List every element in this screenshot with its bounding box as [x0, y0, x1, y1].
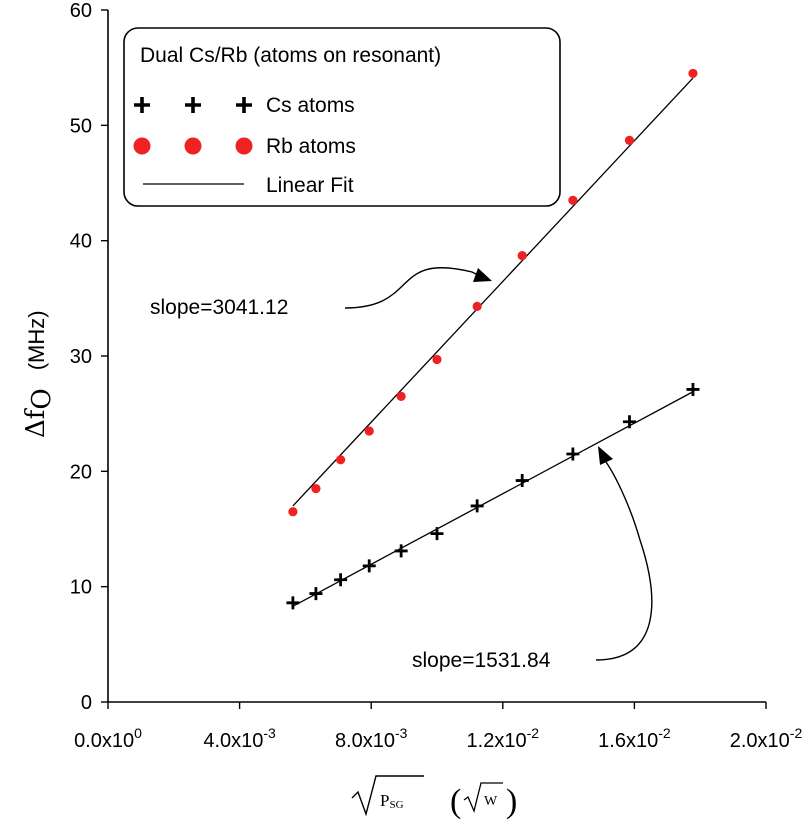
- x-tick-label-0: 0.0x100: [74, 725, 142, 752]
- point-rb-atoms-6: [472, 301, 482, 312]
- y-axis-label-text: ΔfO (MHz): [21, 310, 57, 438]
- y-axis-label-delta: Δf: [21, 407, 51, 438]
- x-tick-mantissa-2: 8.0x10: [335, 730, 395, 752]
- x-axis-label-open-paren: (: [450, 783, 461, 820]
- legend-box: [123, 27, 561, 207]
- annotation-rb-slope-text: slope=3041.12: [150, 296, 288, 319]
- point-cs-atoms-1: [309, 587, 323, 601]
- y-axis-label-sub: O: [27, 388, 57, 409]
- point-cs-atoms-0: [286, 596, 300, 610]
- point-rb-atoms-10: [688, 68, 698, 79]
- annotation-rb-arrowhead: [473, 268, 492, 282]
- legend-cs-marker-2: [185, 97, 201, 113]
- point-cs-atoms-9: [622, 415, 636, 429]
- y-tick-label-2: 20: [70, 461, 92, 483]
- point-cs-atoms-3: [362, 559, 376, 573]
- linear-fit-lines: [292, 77, 694, 607]
- x-axis-sqrt-symbol: [351, 775, 424, 817]
- x-tick-mantissa-5: 2.0x10: [730, 730, 790, 752]
- legend-rb-label: Rb atoms: [266, 135, 356, 158]
- point-rb-atoms-0: [288, 507, 298, 517]
- annotation-cs-slope: slope=1531.84: [412, 446, 653, 672]
- annotation-cs-slope-text: slope=1531.84: [412, 649, 551, 672]
- x-tick-label-5: 2.0x10-2: [730, 725, 803, 752]
- annotation-rb-arrow: [344, 267, 481, 309]
- legend-cs-markers: [134, 97, 252, 113]
- legend-cs-marker-1: [134, 97, 150, 113]
- x-tick-exp-4: -2: [658, 725, 671, 741]
- annotation-rb-slope: slope=3041.12: [150, 267, 492, 319]
- legend-rb-markers: [133, 137, 253, 155]
- x-tick-mantissa-3: 1.2x10: [467, 730, 527, 752]
- y-tick-label-0: 0: [81, 692, 92, 714]
- y-axis-label-unit: (MHz): [24, 310, 49, 370]
- x-axis-label: PSG ( W ): [351, 775, 517, 820]
- point-rb-atoms-7: [517, 251, 527, 261]
- legend-cs-label: Cs atoms: [266, 94, 355, 117]
- legend-rb-marker-2: [184, 137, 202, 155]
- point-rb-atoms-8: [568, 195, 578, 205]
- annotation-cs-arrowhead: [598, 446, 613, 465]
- x-tick-exp-0: 0: [134, 725, 142, 741]
- x-tick-exp-1: -3: [263, 725, 276, 741]
- point-rb-atoms-3: [364, 426, 374, 436]
- x-tick-label-4: 1.6x10-2: [598, 725, 671, 752]
- point-cs-atoms-5: [430, 527, 444, 541]
- y-axis-ticks: 0 10 20 30 40 50 60: [70, 0, 108, 714]
- legend-rb-marker-1: [133, 137, 151, 155]
- point-cs-atoms-6: [470, 499, 484, 513]
- legend-fit-label: Linear Fit: [266, 174, 354, 197]
- fit-line-rb-atoms: [292, 77, 694, 507]
- point-rb-atoms-1: [311, 484, 321, 494]
- point-cs-atoms-2: [334, 573, 348, 587]
- point-cs-atoms-7: [515, 474, 529, 488]
- x-tick-label-2: 8.0x10-3: [335, 725, 408, 752]
- point-cs-atoms-8: [566, 447, 580, 461]
- x-tick-label-3: 1.2x10-2: [467, 725, 540, 752]
- x-tick-mantissa-1: 4.0x10: [203, 730, 263, 752]
- x-axis-label-sg: SG: [389, 799, 403, 811]
- x-tick-mantissa-4: 1.6x10: [598, 730, 658, 752]
- x-axis-label-close-paren: ): [506, 783, 517, 820]
- fit-line-cs-atoms: [292, 391, 694, 607]
- x-axis-unit-sqrt-symbol: [463, 782, 503, 814]
- annotation-cs-arrow: [595, 461, 653, 661]
- x-axis-label-p: P: [380, 791, 389, 810]
- x-axis-ticks: 0.0x100 4.0x10-3 8.0x10-3 1.2x10-2 1.6x10-2 2…: [74, 702, 802, 752]
- point-rb-atoms-9: [624, 135, 635, 145]
- x-axis-label-radicand: PSG: [380, 791, 404, 811]
- legend-rb-marker-3: [235, 137, 253, 155]
- y-axis-label: ΔfO (MHz): [21, 310, 57, 438]
- y-tick-label-4: 40: [70, 231, 92, 253]
- x-tick-mantissa-0: 0.0x10: [74, 730, 134, 752]
- data-points: [286, 68, 700, 610]
- legend-title: Dual Cs/Rb (atoms on resonant): [140, 44, 441, 67]
- y-tick-label-1: 10: [70, 577, 92, 599]
- point-cs-atoms-10: [686, 382, 700, 396]
- x-tick-exp-5: -2: [790, 725, 803, 741]
- y-tick-label-6: 60: [70, 0, 92, 22]
- point-cs-atoms-4: [394, 544, 408, 558]
- x-tick-label-1: 4.0x10-3: [203, 725, 276, 752]
- x-tick-exp-2: -3: [395, 725, 408, 741]
- x-axis-label-unit: W: [484, 794, 498, 809]
- y-tick-label-5: 50: [70, 115, 92, 137]
- legend-cs-marker-3: [236, 97, 252, 113]
- x-tick-exp-3: -2: [527, 725, 540, 741]
- point-rb-atoms-4: [396, 391, 406, 401]
- legend: Dual Cs/Rb (atoms on resonant) Cs atoms …: [123, 27, 561, 207]
- point-rb-atoms-2: [336, 455, 346, 465]
- point-rb-atoms-5: [432, 354, 442, 365]
- y-tick-label-3: 30: [70, 346, 92, 368]
